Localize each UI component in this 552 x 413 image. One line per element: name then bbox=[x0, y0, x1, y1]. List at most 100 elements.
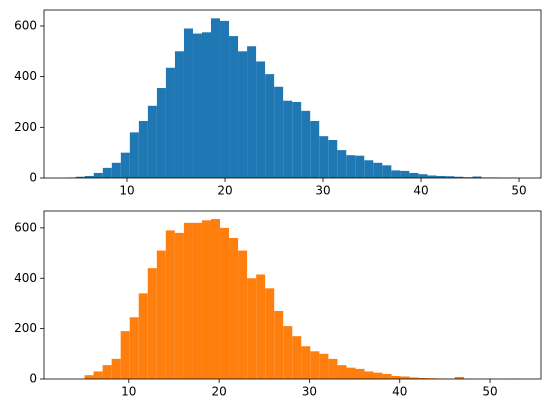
bar bbox=[147, 105, 157, 178]
bar bbox=[355, 155, 365, 178]
bar bbox=[328, 358, 338, 379]
bar bbox=[382, 165, 392, 178]
bar bbox=[337, 150, 347, 178]
bar bbox=[382, 373, 392, 379]
bar bbox=[111, 162, 121, 178]
bar bbox=[301, 110, 311, 178]
bar bbox=[391, 170, 401, 178]
bar bbox=[346, 155, 356, 178]
bar bbox=[129, 132, 139, 178]
bar bbox=[192, 33, 202, 178]
bar bbox=[93, 172, 103, 178]
x-tick-label: 40 bbox=[413, 184, 428, 198]
bar bbox=[337, 365, 347, 379]
bar bbox=[274, 310, 284, 379]
axes-frame bbox=[43, 210, 542, 380]
bar bbox=[174, 51, 184, 178]
bar bbox=[201, 32, 212, 178]
bar bbox=[310, 351, 320, 379]
bar bbox=[409, 172, 419, 178]
bar bbox=[454, 376, 464, 379]
bar bbox=[247, 46, 257, 179]
x-tick-label: 30 bbox=[315, 184, 330, 198]
y-tick-label: 600 bbox=[14, 18, 37, 32]
bar bbox=[391, 375, 401, 379]
bar bbox=[283, 100, 293, 178]
bar bbox=[174, 232, 184, 379]
bar bbox=[238, 51, 248, 178]
bar bbox=[120, 331, 130, 379]
bar bbox=[418, 377, 428, 379]
bar bbox=[183, 28, 193, 178]
bar bbox=[229, 237, 239, 379]
bar bbox=[156, 88, 166, 178]
bar bbox=[364, 160, 374, 178]
bar bbox=[256, 61, 266, 178]
x-tick-label: 50 bbox=[511, 184, 526, 198]
bar bbox=[201, 220, 211, 379]
bar bbox=[400, 170, 410, 178]
bar bbox=[292, 101, 302, 178]
bar bbox=[418, 174, 428, 178]
bar bbox=[220, 227, 230, 379]
bar bbox=[364, 371, 374, 379]
bar bbox=[84, 175, 94, 178]
bar bbox=[283, 326, 293, 379]
bar bbox=[274, 86, 284, 178]
x-tick-label: 50 bbox=[482, 385, 497, 399]
bar bbox=[472, 176, 482, 178]
bar bbox=[120, 152, 130, 178]
bar bbox=[292, 336, 302, 379]
y-tick-label: 200 bbox=[14, 321, 37, 335]
bar bbox=[445, 176, 455, 178]
y-tick-label: 400 bbox=[14, 271, 37, 285]
bar bbox=[211, 18, 221, 179]
bar bbox=[373, 372, 383, 379]
bar bbox=[427, 175, 437, 178]
bar bbox=[111, 358, 121, 379]
bar bbox=[165, 230, 175, 379]
x-tick-label: 10 bbox=[119, 184, 134, 198]
bar bbox=[93, 371, 103, 379]
bar bbox=[210, 219, 221, 379]
bar bbox=[409, 377, 419, 379]
bar bbox=[138, 120, 148, 178]
bar bbox=[229, 36, 239, 178]
bar bbox=[436, 175, 446, 178]
bar bbox=[301, 346, 311, 379]
bar bbox=[102, 365, 112, 379]
bar bbox=[346, 367, 356, 379]
x-tick-label: 40 bbox=[392, 385, 407, 399]
bar bbox=[454, 176, 464, 178]
bar bbox=[75, 176, 85, 178]
bar bbox=[310, 120, 320, 178]
y-tick-label: 200 bbox=[14, 120, 37, 134]
bar bbox=[355, 368, 365, 379]
bar bbox=[192, 222, 202, 379]
bar bbox=[265, 288, 275, 379]
y-tick-label: 600 bbox=[14, 220, 37, 234]
bar bbox=[247, 278, 257, 379]
bar bbox=[265, 74, 275, 178]
bar bbox=[319, 136, 329, 178]
x-tick-label: 20 bbox=[217, 184, 232, 198]
bar bbox=[138, 293, 148, 379]
y-tick-label: 0 bbox=[29, 372, 37, 386]
bar bbox=[319, 353, 329, 379]
bar bbox=[328, 139, 338, 178]
axes-frame bbox=[43, 9, 542, 179]
x-tick-label: 30 bbox=[302, 385, 317, 399]
bar bbox=[373, 162, 383, 178]
bar bbox=[238, 250, 248, 379]
y-tick-label: 0 bbox=[29, 171, 37, 185]
bar bbox=[400, 376, 410, 379]
x-tick-label: 20 bbox=[211, 385, 226, 399]
bar bbox=[102, 167, 112, 178]
bar bbox=[147, 268, 157, 379]
y-tick-label: 400 bbox=[14, 69, 37, 83]
x-tick-label: 10 bbox=[121, 385, 136, 399]
bar bbox=[183, 222, 193, 379]
bar bbox=[156, 250, 166, 379]
bar bbox=[129, 317, 139, 379]
